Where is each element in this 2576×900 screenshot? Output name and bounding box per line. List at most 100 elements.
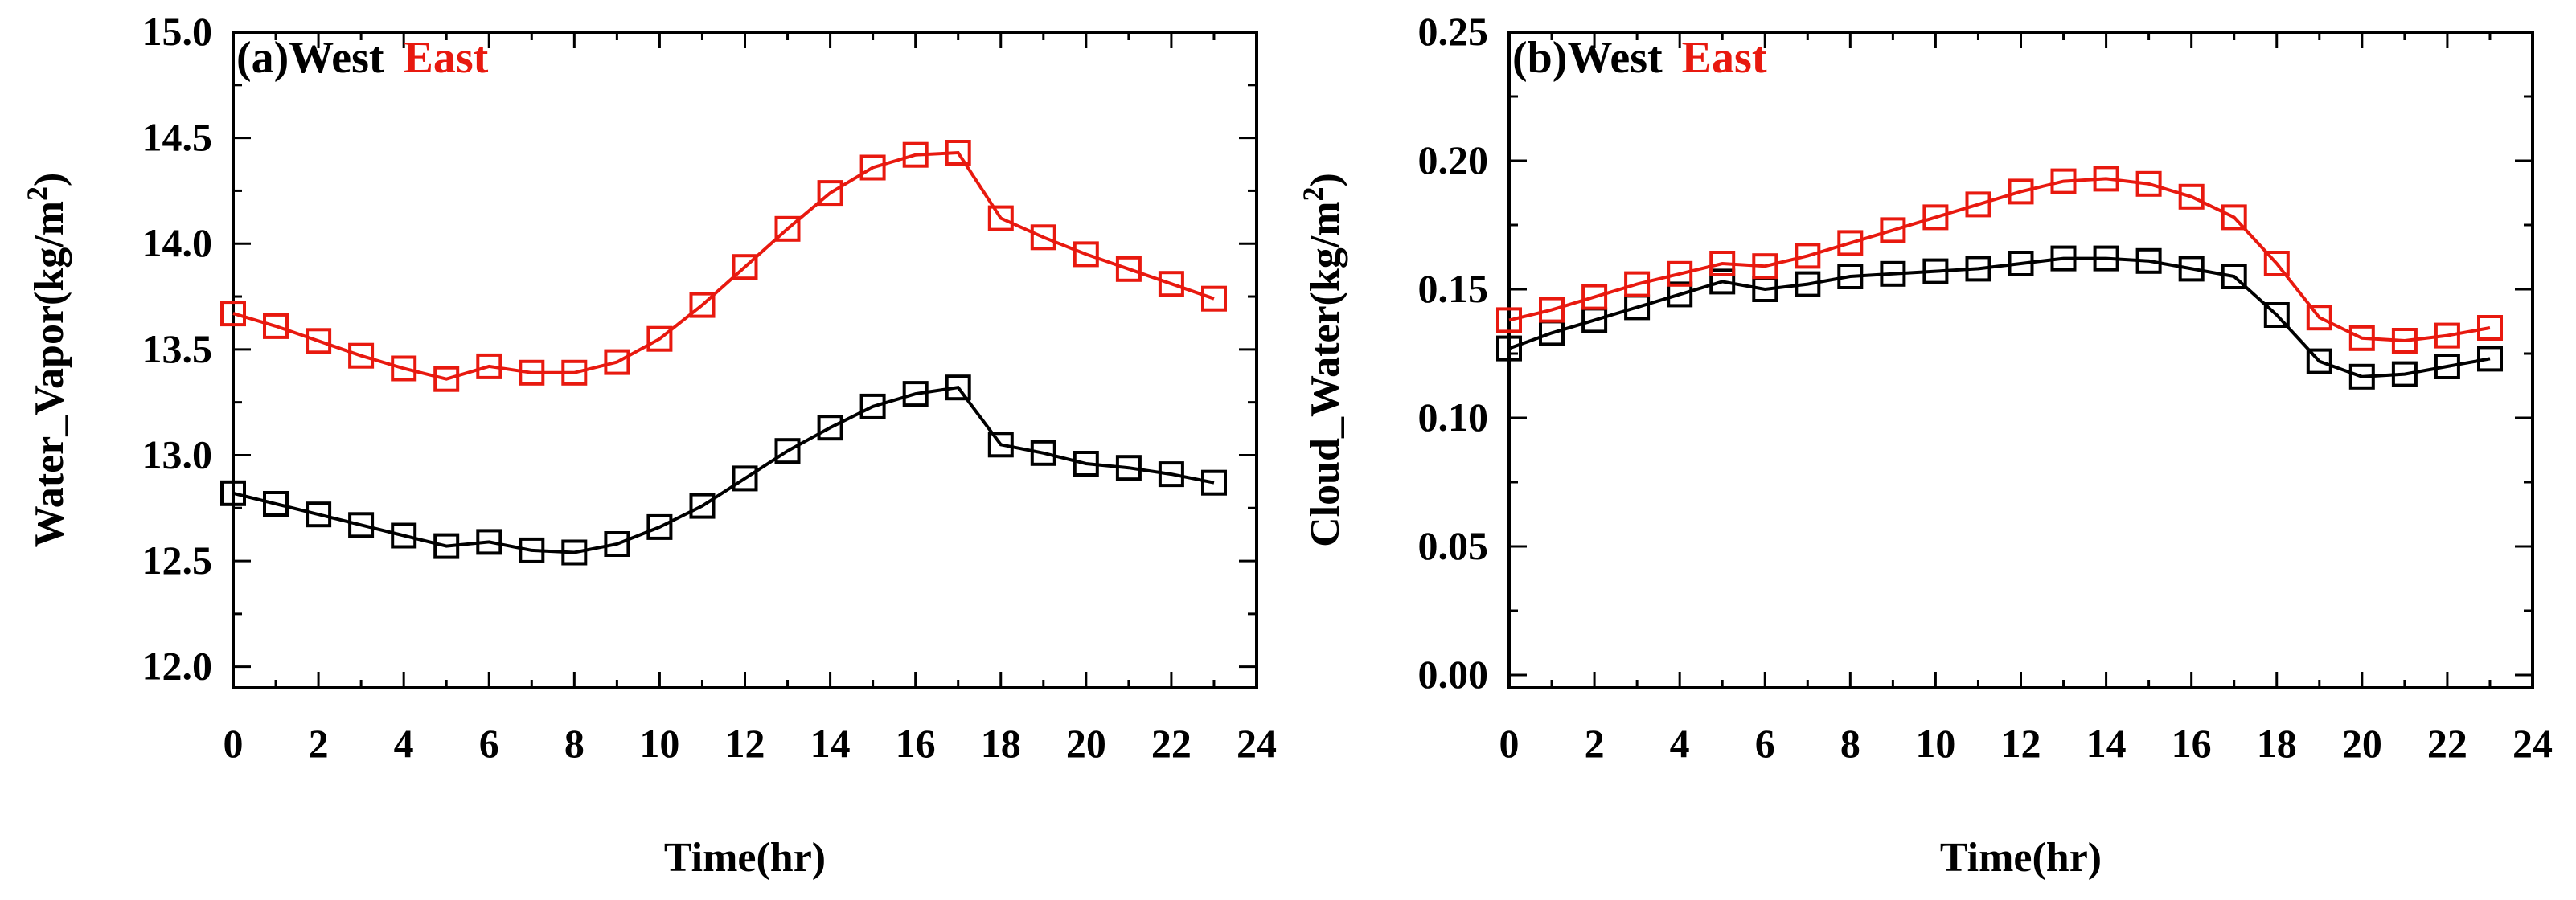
y-tick-label: 12.0 [142, 644, 213, 689]
data-point-east [1581, 284, 1608, 310]
data-point-east [1667, 260, 1693, 287]
y-axis-label-main: Cloud_Water(kg/m [1302, 201, 1348, 546]
data-point-west [1201, 469, 1227, 496]
data-point-west [1837, 264, 1864, 289]
data-point-east [348, 342, 375, 369]
data-point-west [1158, 461, 1184, 488]
x-tick-label: 2 [1585, 721, 1605, 766]
data-point-east [2093, 166, 2119, 192]
series-line-east [232, 150, 1215, 381]
data-point-east [2050, 168, 2077, 194]
data-point-west [2135, 248, 2162, 274]
data-point-west [2008, 251, 2034, 276]
data-point-east [646, 325, 673, 352]
data-point-west [902, 381, 929, 407]
data-point-west [604, 531, 630, 557]
data-point-east [306, 328, 332, 354]
data-point-west [1073, 451, 1099, 477]
y-tick-label: 12.5 [142, 538, 213, 583]
data-point-west [732, 465, 758, 492]
data-point-west [774, 438, 801, 464]
data-point-west [391, 522, 417, 549]
data-point-east [1709, 251, 1736, 276]
x-tick-label: 4 [394, 721, 414, 766]
legend-east: East [1682, 33, 1767, 83]
x-tick-label: 16 [896, 721, 936, 766]
x-tick-label: 24 [1237, 721, 1277, 766]
data-point-east [945, 140, 971, 166]
panel-label: (b) [1512, 33, 1567, 83]
panel-b-cloud-water: 0 2 4 6 8 10 12 14 16 18 20 22 240.000.050.100.150.2… [1297, 9, 2553, 881]
data-point-east [732, 254, 758, 280]
data-point-east [604, 349, 630, 375]
data-point-east [987, 205, 1014, 231]
data-point-west [220, 480, 246, 506]
data-point-east [1624, 271, 1651, 297]
data-point-west [1922, 258, 1949, 284]
panel-a-water-vapor: 0 2 4 6 8 10 12 14 16 18 20 22 2412.012.513.013.514.… [21, 9, 1277, 881]
x-tick-label: 6 [479, 721, 499, 766]
data-point-west [348, 512, 375, 538]
data-point-east [1837, 230, 1864, 256]
x-tick-label: 12 [2001, 721, 2041, 766]
data-point-east [2477, 315, 2503, 341]
x-tick-label: 2 [309, 721, 329, 766]
data-point-west [945, 374, 971, 401]
y-tick-label: 13.5 [142, 326, 213, 371]
x-tick-label: 6 [1755, 721, 1775, 766]
data-point-west [1795, 271, 1821, 297]
data-point-west [561, 539, 588, 566]
data-point-west [2263, 302, 2290, 328]
y-tick-label: 13.0 [142, 432, 213, 477]
data-point-east [817, 180, 843, 207]
data-point-west [1030, 440, 1056, 466]
x-tick-label: 14 [2086, 721, 2127, 766]
panel-title: (b)West East [1512, 33, 1767, 83]
x-tick-label: 20 [2342, 721, 2382, 766]
data-point-east [1539, 297, 1565, 323]
y-axis-label-main: Water_Vapor(kg/m [27, 201, 72, 547]
data-point-west [689, 493, 716, 519]
data-point-west [1965, 256, 1991, 282]
data-point-west [2391, 361, 2418, 387]
data-point-east [1965, 191, 1991, 218]
x-tick-label: 20 [1066, 721, 1106, 766]
data-point-east [220, 301, 246, 327]
data-point-east [1201, 285, 1227, 312]
y-tick-label: 0.15 [1418, 266, 1489, 311]
series-line-west [1508, 256, 2491, 378]
y-tick-label: 0.10 [1418, 395, 1489, 440]
data-point-west [306, 501, 332, 528]
data-point-west [2348, 363, 2375, 390]
panel-title: (a)West East [236, 33, 489, 83]
data-point-east [1880, 217, 1906, 243]
y-axis-label-suffix: ) [1302, 173, 1348, 186]
y-axis-label-suffix: ) [27, 173, 72, 186]
x-axis-label: Time(hr) [664, 835, 826, 881]
data-point-east [1922, 204, 1949, 231]
y-tick-label: 15.0 [142, 9, 213, 54]
x-tick-label: 4 [1670, 721, 1690, 766]
data-point-east [774, 215, 801, 242]
data-point-west [476, 529, 502, 555]
x-tick-label: 18 [981, 721, 1021, 766]
data-point-west [1880, 260, 1906, 287]
data-point-east [2348, 325, 2375, 351]
y-axis-label-superscript: 2 [1297, 186, 1329, 201]
data-point-east [859, 154, 886, 181]
panel-label: (a) [236, 33, 289, 83]
data-point-west [2306, 348, 2332, 374]
data-point-east [391, 355, 417, 382]
data-point-west [433, 533, 460, 559]
data-point-east [1752, 253, 1778, 280]
x-tick-label: 10 [639, 721, 679, 766]
x-tick-label: 24 [2512, 721, 2553, 766]
data-point-east [2306, 305, 2332, 331]
data-point-east [519, 359, 545, 386]
x-tick-label: 10 [1915, 721, 1955, 766]
data-point-east [561, 359, 588, 386]
data-point-east [689, 292, 716, 318]
data-point-west [2050, 245, 2077, 272]
